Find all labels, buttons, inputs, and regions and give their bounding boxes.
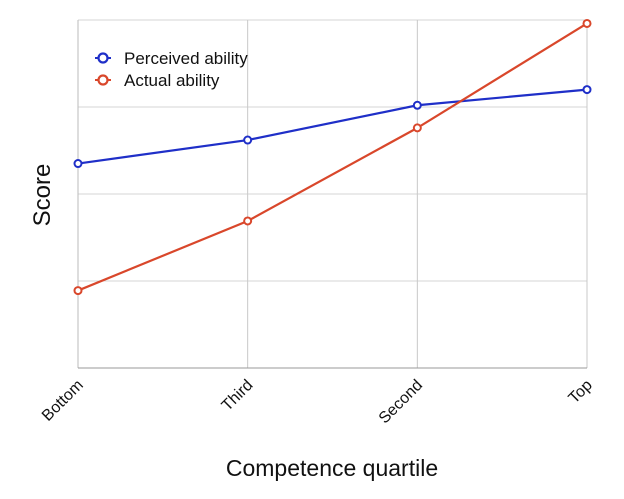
data-point	[412, 123, 422, 133]
data-point	[243, 135, 253, 145]
legend-marker	[97, 52, 109, 64]
data-point	[243, 216, 253, 226]
data-point	[582, 18, 592, 28]
x-axis-label: Competence quartile	[226, 455, 438, 481]
axes	[77, 20, 587, 369]
x-tick-label: Top	[566, 377, 596, 407]
data-point	[412, 100, 422, 110]
data-point	[73, 286, 83, 296]
gridlines	[78, 19, 588, 368]
x-tick-labels: Bottom Third Second Top	[39, 377, 596, 427]
series-layer	[73, 18, 592, 296]
x-tick-label: Second	[376, 377, 426, 427]
data-point	[582, 85, 592, 95]
legend-label: Actual ability	[124, 71, 220, 90]
legend-label: Perceived ability	[124, 49, 248, 68]
legend: Perceived ability Actual ability	[95, 49, 248, 90]
x-tick-label: Third	[219, 377, 257, 415]
y-axis-label: Score	[29, 164, 56, 227]
x-tick-label: Bottom	[39, 377, 87, 425]
series-line	[77, 22, 588, 292]
legend-marker	[97, 74, 109, 86]
series-line	[77, 88, 588, 165]
data-point	[73, 159, 83, 169]
